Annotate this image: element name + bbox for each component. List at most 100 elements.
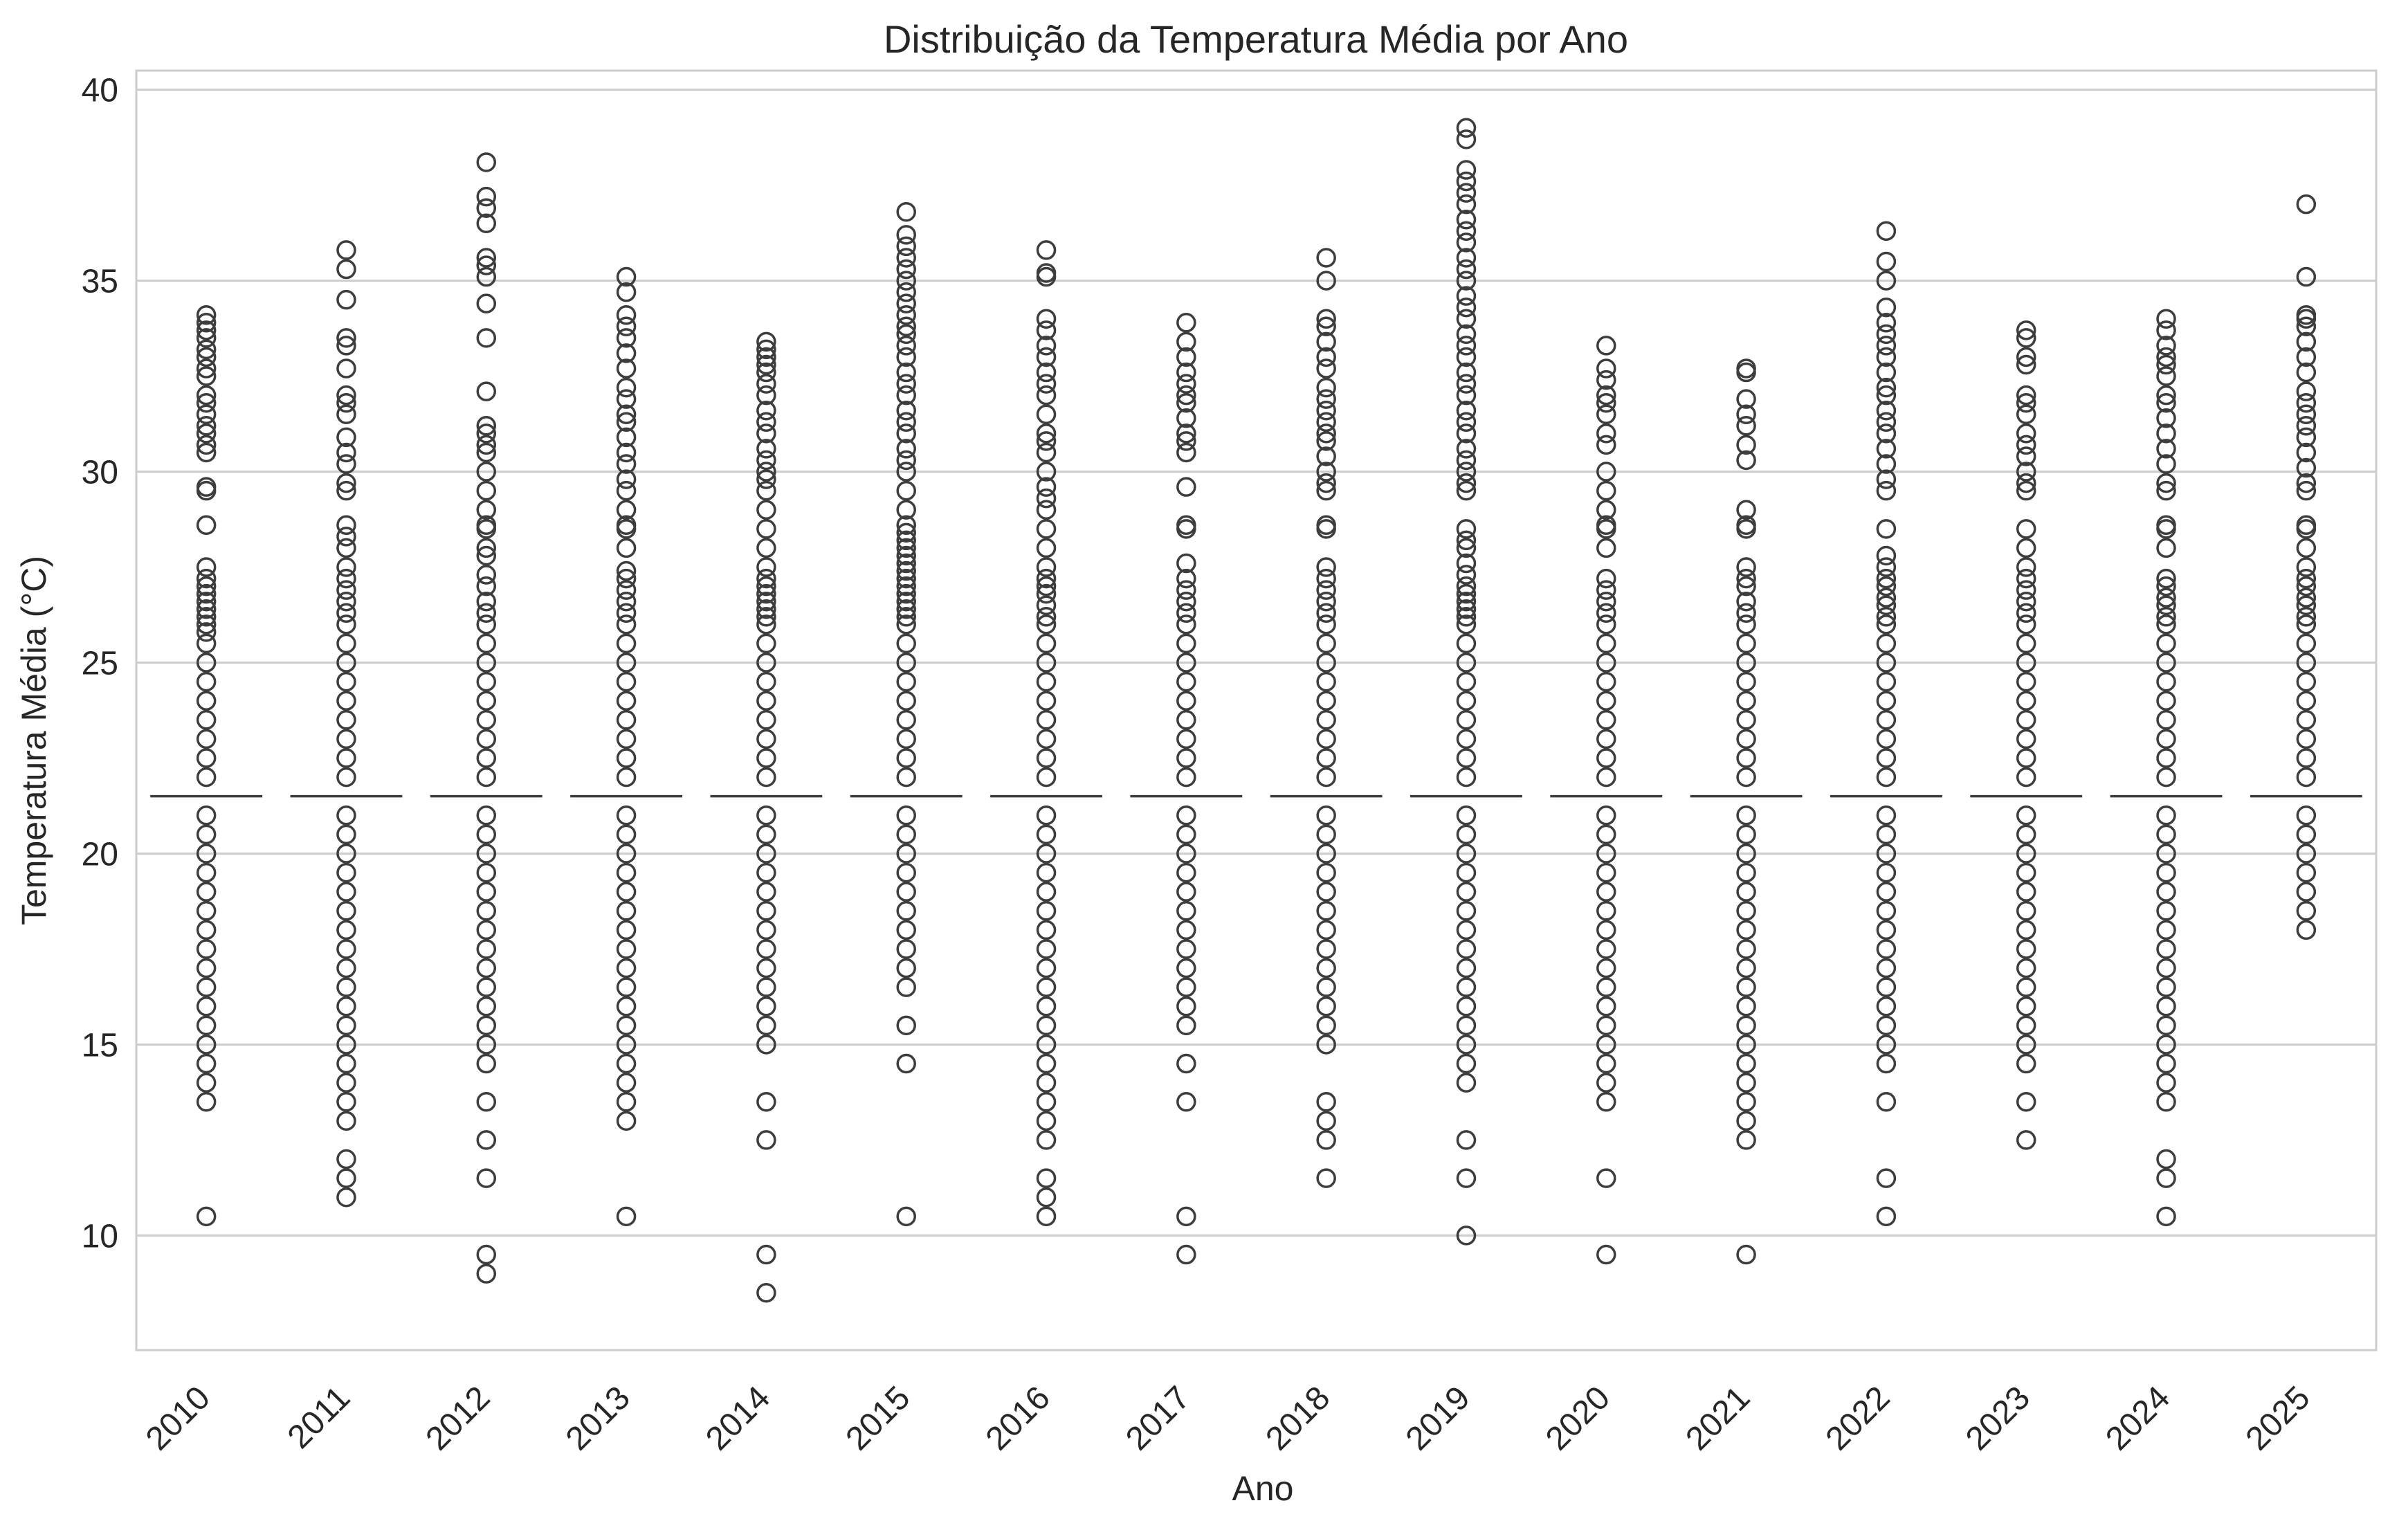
outlier-point-2015-32 [896,530,916,551]
outlier-point-2010-41 [196,404,217,424]
outlier-point-2015-1 [896,1053,916,1074]
outlier-point-2017-16 [1176,767,1196,787]
outlier-point-2010-47 [196,339,217,360]
outlier-point-2013-23 [616,671,637,692]
outlier-point-2019-31 [1456,576,1477,596]
outlier-point-2024-41 [2156,408,2176,428]
outlier-point-2012-4 [476,1091,497,1112]
outlier-point-2016-13 [1036,939,1057,959]
outlier-point-2014-4 [756,1035,776,1055]
outlier-point-2025-4 [2296,844,2317,864]
outlier-point-2016-44 [1036,424,1057,444]
outlier-point-2019-15 [1456,844,1477,864]
outlier-point-2017-34 [1176,431,1196,451]
outlier-point-2016-27 [1036,653,1057,673]
outlier-point-2016-15 [1036,901,1057,921]
outlier-point-2013-1 [616,1111,637,1131]
outlier-point-2016-17 [1036,862,1057,883]
outlier-point-2020-41 [1596,385,1616,406]
outlier-point-2014-8 [756,958,776,978]
outlier-point-2024-37 [2156,473,2176,493]
outlier-point-2011-19 [336,805,356,826]
outlier-point-2010-4 [196,1035,217,1055]
outlier-point-2016-43 [1036,431,1057,451]
outlier-point-2010-29 [196,591,217,612]
outlier-point-2012-20 [476,748,497,768]
outlier-point-2023-13 [2016,844,2036,864]
outlier-point-2020-36 [1596,462,1616,482]
outlier-point-2025-39 [2296,304,2317,325]
outlier-point-2020-37 [1596,435,1616,455]
outlier-point-2022-17 [1876,767,1897,787]
outlier-point-2015-34 [896,515,916,536]
outlier-point-2014-17 [756,767,776,787]
outlier-point-2017-15 [1176,805,1196,826]
outlier-point-2017-29 [1176,553,1196,574]
outlier-point-2010-36 [196,477,217,497]
outlier-point-2012-3 [476,1130,497,1150]
outlier-point-2012-22 [476,710,497,730]
outlier-point-2015-46 [896,347,916,367]
outlier-point-2024-12 [2156,920,2176,940]
outlier-point-2015-40 [896,424,916,444]
outlier-point-2012-46 [476,266,497,287]
outlier-point-2015-33 [896,522,916,543]
outlier-point-2025-13 [2296,653,2317,673]
outlier-point-2015-54 [896,259,916,280]
outlier-point-2014-10 [756,920,776,940]
outlier-point-2020-18 [1596,767,1616,787]
outlier-point-2013-31 [616,561,637,581]
outlier-point-2024-45 [2156,354,2176,375]
outlier-point-2024-18 [2156,805,2176,826]
outlier-point-2013-44 [616,377,637,398]
outlier-point-2015-28 [896,561,916,581]
outlier-point-2022-36 [1876,454,1897,474]
outlier-point-2020-28 [1596,591,1616,612]
outlier-point-2017-2 [1176,1091,1196,1112]
outlier-point-2017-10 [1176,901,1196,921]
outlier-point-2016-33 [1036,576,1057,596]
outlier-point-2016-4 [1036,1111,1057,1131]
outlier-point-2015-47 [896,336,916,356]
outlier-point-2025-25 [2296,480,2317,501]
outlier-point-2017-32 [1176,477,1196,497]
outlier-point-2019-53 [1456,286,1477,306]
outlier-point-2018-32 [1316,515,1336,536]
outlier-point-2018-39 [1316,412,1336,432]
outlier-point-2023-17 [2016,748,2036,768]
outlier-point-2020-42 [1596,370,1616,390]
outlier-point-2010-5 [196,1015,217,1036]
outlier-point-2021-27 [1736,614,1756,635]
outlier-point-2015-11 [896,824,916,845]
outlier-point-2023-35 [2016,446,2036,466]
outlier-point-2014-43 [756,400,776,421]
outlier-point-2013-42 [616,404,637,424]
outlier-point-2011-42 [336,404,356,424]
outlier-point-2020-14 [1596,862,1616,883]
outlier-point-2022-16 [1876,805,1897,826]
outlier-point-2015-22 [896,607,916,627]
outlier-point-2024-32 [2156,568,2176,589]
outlier-point-2015-27 [896,568,916,589]
outlier-point-2018-2 [1316,1111,1336,1131]
outlier-point-2017-26 [1176,591,1196,612]
outlier-point-2025-17 [2296,595,2317,615]
outlier-point-2013-10 [616,939,637,959]
outlier-point-2012-24 [476,671,497,692]
outlier-point-2025-21 [2296,557,2317,577]
outlier-point-2022-8 [1876,958,1897,978]
outlier-point-2013-46 [616,343,637,363]
outlier-point-2025-12 [2296,671,2317,692]
outlier-point-2018-7 [1316,977,1336,997]
outlier-point-2015-13 [896,767,916,787]
outlier-point-2011-21 [336,748,356,768]
outlier-point-2025-7 [2296,767,2317,787]
outlier-point-2023-44 [2016,320,2036,340]
outlier-point-2016-38 [1036,500,1057,520]
outlier-point-2016-41 [1036,462,1057,482]
outlier-point-2014-34 [756,519,776,539]
outlier-point-2016-37 [1036,519,1057,539]
outlier-point-2011-20 [336,767,356,787]
outlier-point-2014-42 [756,412,776,432]
outlier-point-2020-43 [1596,358,1616,379]
